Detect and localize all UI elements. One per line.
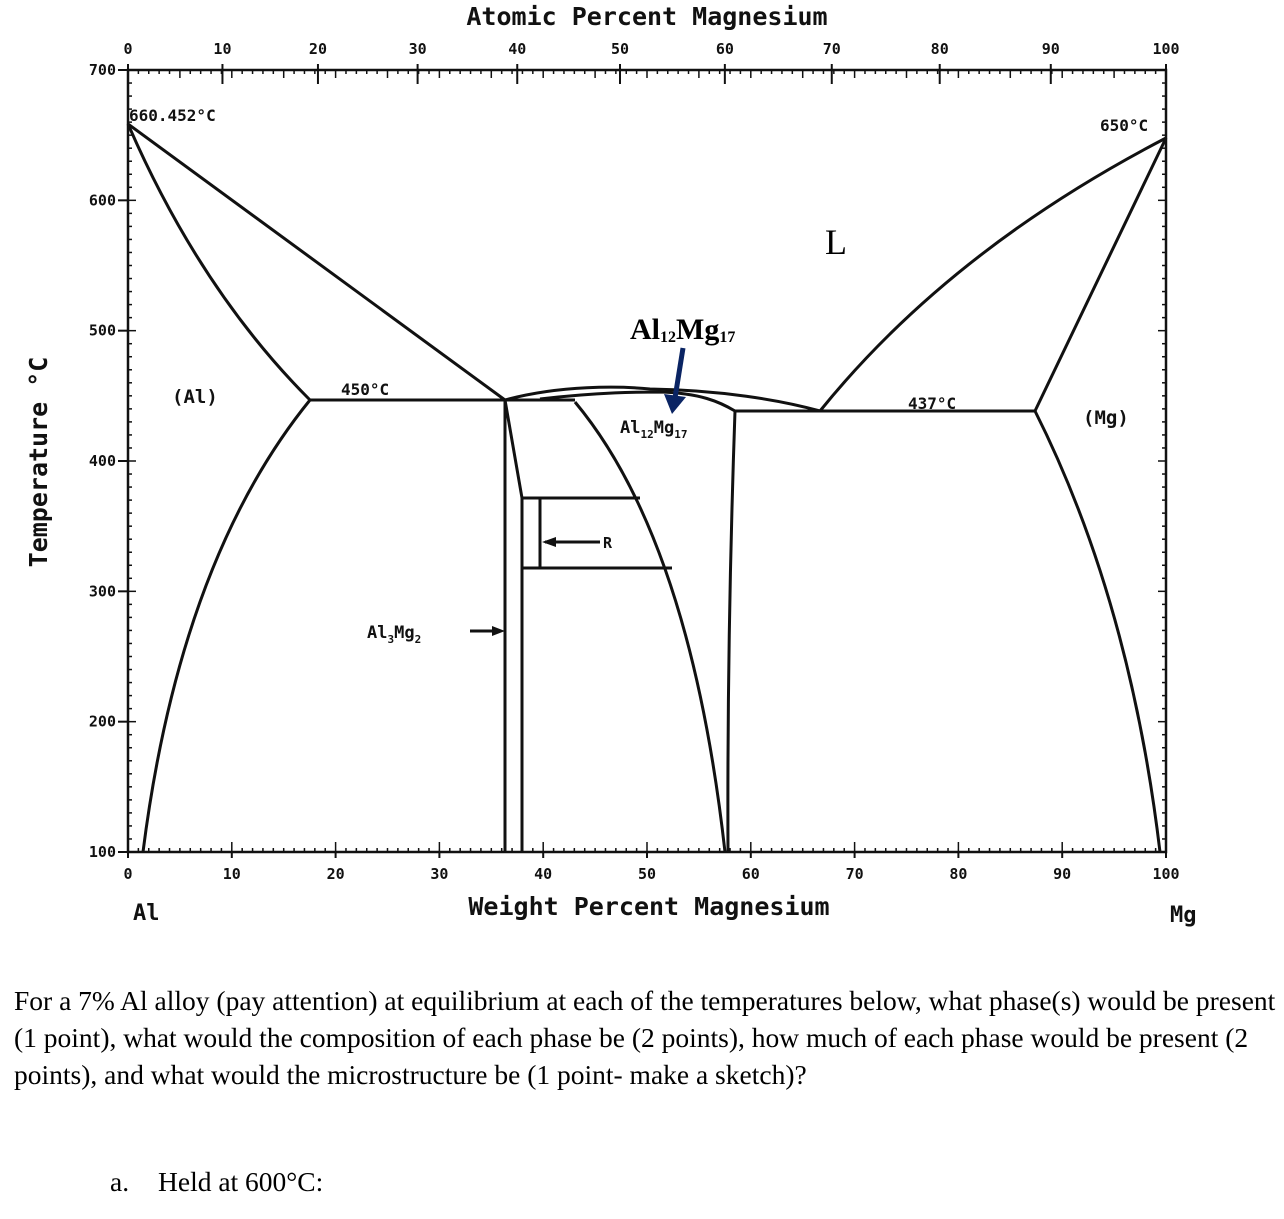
top-tick-label: 100: [1152, 40, 1179, 58]
al-solidus-line: [126, 123, 312, 402]
y-tick-label: 400: [89, 452, 116, 470]
y-tick-label: 200: [89, 713, 116, 731]
r-phase-label: R: [603, 534, 613, 552]
top-tick-label: 0: [123, 40, 132, 58]
mg-solidus-line: [1033, 137, 1168, 412]
top-tick-label: 50: [611, 40, 629, 58]
al-phase-label: (Al): [172, 386, 218, 408]
top-tick-label: 60: [716, 40, 734, 58]
top-axis-title: Atomic Percent Magnesium: [466, 2, 827, 31]
annotation-arrow-line: [672, 347, 686, 399]
top-tick-label: 20: [309, 40, 327, 58]
bottom-tick-label: 30: [430, 865, 448, 883]
bottom-tick-label: 40: [534, 865, 552, 883]
mg-liquidus-line: [818, 136, 1167, 412]
part-a-text: Held at 600°C:: [158, 1166, 324, 1197]
top-tick-label: 30: [409, 40, 427, 58]
bottom-tick-label: 60: [742, 865, 760, 883]
mg-phase-label: (Mg): [1083, 407, 1129, 429]
liquid-label: L: [825, 222, 847, 262]
al3mg2-arrow-head: [492, 626, 505, 636]
top-tick-label: 70: [823, 40, 841, 58]
y-tick-label: 100: [89, 843, 116, 861]
axis-ticks: 0 10 20 30 40 50 60 70 80 90 100 0 10 20 30 40 50 60 70 80 9…: [89, 40, 1180, 883]
phase-boundaries: [126, 122, 1168, 853]
r-phase-box: [522, 496, 672, 570]
left-element-label: Al: [133, 901, 160, 926]
al12mg17-phase-label: Al12Mg17: [620, 418, 687, 441]
annotation-arrow-head: [664, 394, 686, 414]
part-a-letter: a.: [110, 1166, 130, 1197]
al-liquidus-line: [127, 122, 506, 402]
al12mg17-right-boundary: [726, 410, 737, 853]
question-text: For a 7% Al alloy (pay attention) at equ…: [14, 985, 1276, 1090]
eutectic-437-label: 437°C: [908, 394, 956, 413]
right-element-label: Mg: [1170, 903, 1197, 928]
y-tick-label: 700: [89, 61, 116, 79]
top-tick-label: 10: [213, 40, 231, 58]
mg-solvus-line: [1033, 410, 1162, 853]
top-tick-label: 40: [508, 40, 526, 58]
al-melting-label: 660.452°C: [129, 106, 216, 125]
plot-frame: [126, 68, 1168, 854]
al12mg17-annotation: Al12Mg17: [630, 313, 735, 346]
y-tick-label: 500: [89, 322, 116, 340]
eutectic-450-label: 450°C: [341, 380, 389, 399]
top-tick-label: 80: [931, 40, 949, 58]
r-arrow-head: [542, 537, 556, 547]
bottom-tick-label: 90: [1053, 865, 1071, 883]
bottom-axis-title: Weight Percent Magnesium: [468, 892, 829, 921]
phase-diagram: 0 10 20 30 40 50 60 70 80 90 100 0 10 20 30 40 50 60 70 80 9…: [24, 2, 1197, 928]
y-tick-label: 600: [89, 191, 116, 209]
bottom-tick-label: 0: [123, 865, 132, 883]
al12mg17-left-boundary: [573, 401, 727, 853]
part-a: a. Held at 600°C:: [110, 1166, 323, 1198]
bottom-tick-label: 10: [223, 865, 241, 883]
bottom-tick-label: 80: [949, 865, 967, 883]
al12mg17-liquidus-dome: [504, 385, 821, 413]
al3mg2-right-boundary: [503, 399, 524, 852]
al12mg17-solidus-dome: [539, 390, 736, 413]
top-tick-label: 90: [1042, 40, 1060, 58]
bottom-tick-label: 50: [638, 865, 656, 883]
bottom-tick-label: 100: [1152, 865, 1179, 883]
bottom-tick-label: 20: [327, 865, 345, 883]
al-solvus-line: [141, 399, 312, 853]
y-axis-title: Temperature °C: [24, 357, 53, 568]
mg-melting-label: 650°C: [1100, 116, 1148, 135]
y-tick-label: 300: [89, 582, 116, 600]
bottom-tick-label: 70: [846, 865, 864, 883]
al3mg2-phase-label: Al3Mg2: [367, 623, 421, 646]
